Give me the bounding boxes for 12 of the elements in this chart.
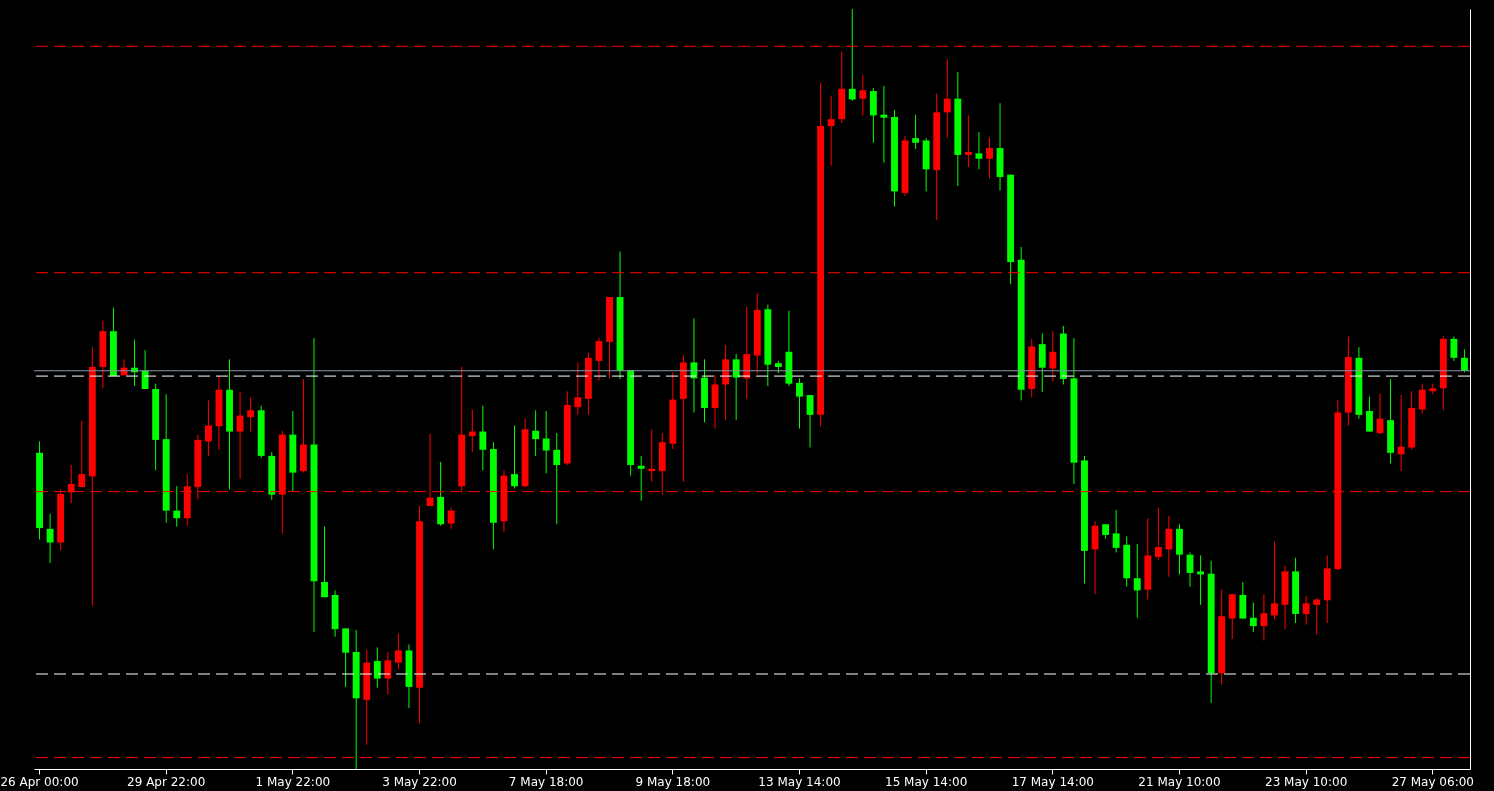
x-tick-label: 13 May 14:00 <box>758 774 841 789</box>
x-tick-label: 9 May 18:00 <box>635 774 711 789</box>
x-tick-label: 23 May 10:00 <box>1264 774 1348 789</box>
x-tick-label: 26 Apr 00:00 <box>0 774 79 789</box>
x-tick-label: 29 Apr 22:00 <box>127 774 206 789</box>
x-tick-label: 27 May 06:00 <box>1391 774 1474 789</box>
x-tick-label: 15 May 14:00 <box>885 774 968 789</box>
x-tick-label: 1 May 22:00 <box>255 774 331 789</box>
x-tick-label: 7 May 18:00 <box>508 774 584 789</box>
x-tick-label: 17 May 14:00 <box>1011 774 1094 789</box>
x-tick-label: 21 May 10:00 <box>1138 774 1221 789</box>
x-tick-label: 3 May 22:00 <box>382 774 457 789</box>
